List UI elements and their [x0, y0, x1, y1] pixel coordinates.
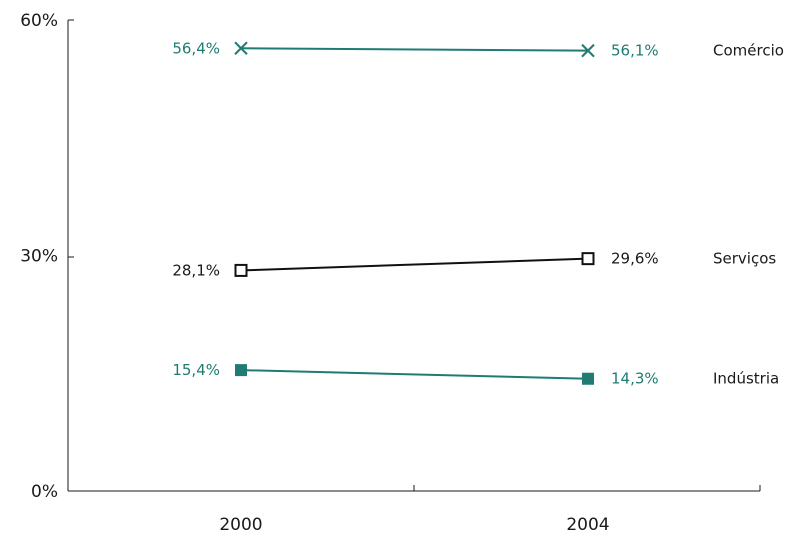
data-label: 29,6% [611, 250, 659, 268]
series-line [240, 257, 589, 272]
data-label: 15,4% [172, 361, 220, 379]
data-point-open-square-marker [234, 263, 248, 277]
data-point-x-marker [581, 43, 595, 58]
series-name-label: Comércio [713, 42, 784, 60]
data-label: 28,1% [172, 261, 220, 279]
data-label: 56,1% [611, 42, 659, 60]
series-name-label: Serviços [713, 250, 776, 268]
series-line [240, 47, 589, 52]
data-point-filled-square-marker [235, 364, 247, 377]
series-layer: 56,4% 56,1% Comércio 28,1% 29,6% Serviços 15,4… [172, 39, 784, 387]
x-tick-label: 2000 [219, 515, 262, 535]
x-tick-label: 2004 [566, 515, 609, 535]
y-tick-label: 60% [20, 11, 58, 31]
data-label: 56,4% [172, 39, 220, 57]
y-tick-label: 30% [20, 247, 58, 267]
data-point-open-square-marker [581, 252, 595, 266]
series-name-label: Indústria [713, 370, 779, 388]
series-comercio: 56,4% 56,1% Comércio [172, 39, 784, 59]
y-tick-labels: 0% 30% 60% [20, 11, 58, 502]
data-label: 14,3% [611, 370, 659, 388]
data-point-filled-square-marker [582, 372, 594, 385]
series-industria: 15,4% 14,3% Indústria [172, 361, 779, 388]
axes [67, 19, 761, 492]
y-tick-label: 0% [31, 482, 58, 502]
data-point-x-marker [234, 41, 248, 55]
series-line [240, 369, 589, 380]
series-servicos: 28,1% 29,6% Serviços [172, 250, 776, 280]
x-tick-labels: 2000 2004 [219, 515, 609, 535]
